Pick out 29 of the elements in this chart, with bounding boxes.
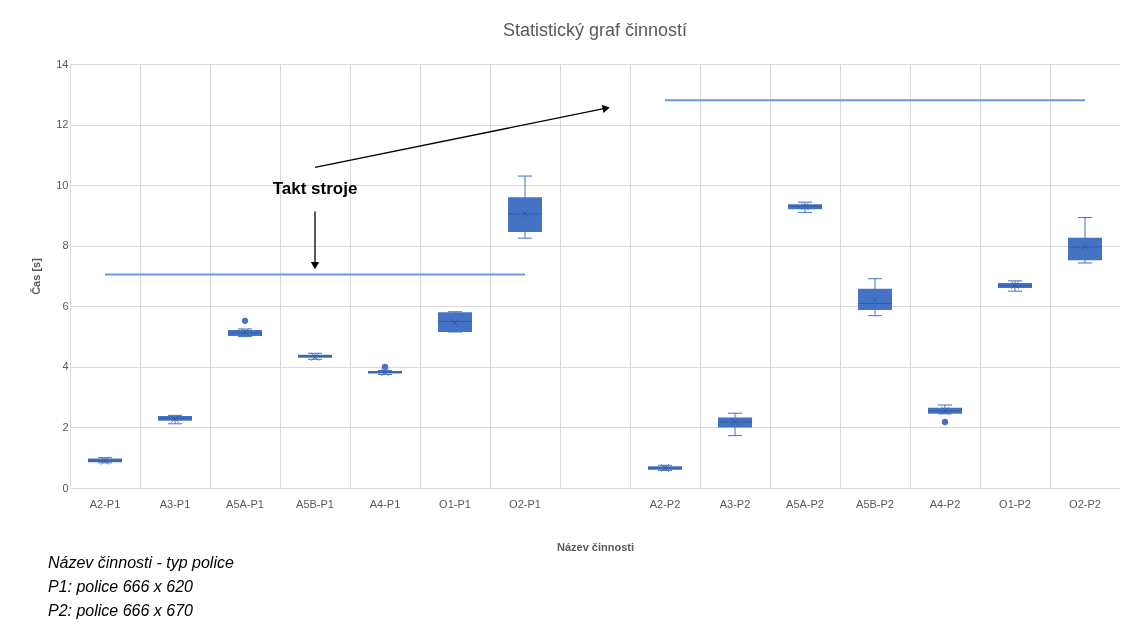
- y-tick-label: 2: [62, 420, 69, 433]
- annotation: Takt stroje: [272, 179, 358, 199]
- y-tick-label: 6: [62, 299, 69, 312]
- x-tick-label: A5B-P2: [856, 497, 894, 510]
- text: P2: police 666 x 670: [48, 602, 194, 619]
- x-tick-label: O1-P2: [999, 497, 1031, 510]
- x-tick-label: A5B-P1: [296, 497, 334, 510]
- y-axis-title: Čas [s]: [30, 257, 43, 295]
- x-axis-title: Název činnosti: [556, 540, 635, 553]
- x-tick-label: O2-P2: [1069, 497, 1101, 510]
- x-tick-label: A3-P2: [719, 497, 751, 510]
- y-tick-label: 0: [62, 481, 69, 494]
- x-tick-label: O2-P1: [509, 497, 541, 510]
- x-tick-label: A5A-P1: [226, 497, 264, 510]
- y-tick-label: 8: [62, 239, 69, 252]
- text: Název činnosti - typ police: [48, 554, 234, 571]
- text: P1: police 666 x 620: [48, 578, 194, 595]
- x-tick-label: A5A-P2: [786, 497, 824, 510]
- y-tick-label: 12: [56, 118, 69, 131]
- y-tick-label: 14: [56, 57, 69, 70]
- x-tick-label: A2-P1: [89, 497, 121, 510]
- x-tick-label: O1-P1: [439, 497, 471, 510]
- x-tick-label: A2-P2: [649, 497, 681, 510]
- y-tick-label: 4: [62, 360, 69, 373]
- x-tick-label: A4-P2: [929, 497, 961, 510]
- chart-title: Statistický graf činností: [502, 20, 688, 40]
- x-tick-label: A3-P1: [159, 497, 191, 510]
- y-tick-label: 10: [56, 178, 69, 191]
- x-tick-label: A4-P1: [369, 497, 401, 510]
